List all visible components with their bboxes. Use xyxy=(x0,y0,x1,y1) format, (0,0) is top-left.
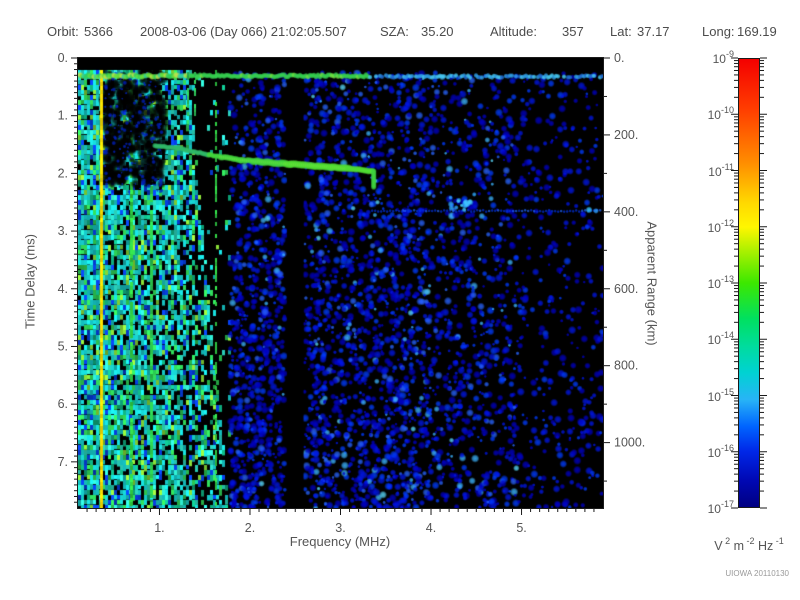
long-label: Long: xyxy=(702,24,735,39)
colorbar-tick-label: 10-14 xyxy=(707,330,734,348)
y2-axis-tick-label: 400. xyxy=(614,205,638,219)
y-axis-tick-label: 6. xyxy=(58,397,68,411)
sza-label: SZA: xyxy=(380,24,409,39)
sza-value: 35.20 xyxy=(421,24,454,39)
datetime-value: 2008-03-06 (Day 066) 21:02:05.507 xyxy=(140,24,347,39)
y2-axis-tick-label: 800. xyxy=(614,359,638,373)
spectrogram-canvas xyxy=(78,58,603,508)
y2-axis-tick-label: 600. xyxy=(614,282,638,296)
lat-label: Lat: xyxy=(610,24,632,39)
y2-axis-tick-label: 1000. xyxy=(614,436,645,450)
colorbar-tick-label: 10-11 xyxy=(708,161,734,179)
long-value: 169.19 xyxy=(737,24,777,39)
x-axis-title: Frequency (MHz) xyxy=(289,534,391,549)
x-axis-tick-label: 3. xyxy=(335,521,345,535)
orbit-value: 5366 xyxy=(84,24,113,39)
x-axis-tick-label: 5. xyxy=(516,521,526,535)
y2-axis-tick-label: 0. xyxy=(614,51,624,65)
colorbar-tick-label: 10-17 xyxy=(707,499,734,516)
altitude-label: Altitude: xyxy=(490,24,537,39)
colorbar xyxy=(738,58,760,508)
colorbar-tick-label: 10-13 xyxy=(707,274,734,291)
colorbar-tick-label: 10-15 xyxy=(707,386,734,404)
orbit-label: Orbit: xyxy=(47,24,79,39)
y-axis-tick-label: 0. xyxy=(58,51,68,65)
y-axis-tick-label: 5. xyxy=(58,339,68,353)
x-axis-tick-label: 4. xyxy=(426,521,436,535)
y2-axis-tick-label: 200. xyxy=(614,128,638,142)
colorbar-tick-label: 10-10 xyxy=(707,105,734,123)
watermark: UIOWA 20110130 xyxy=(725,569,789,578)
y-axis-tick-label: 7. xyxy=(58,455,68,469)
altitude-value: 357 xyxy=(562,24,584,39)
y-axis-tick-label: 4. xyxy=(58,282,68,296)
y-axis-title: Time Delay (ms) xyxy=(22,234,38,329)
colorbar-tick-label: 10-12 xyxy=(707,217,734,235)
x-axis-tick-label: 2. xyxy=(245,521,255,535)
colorbar-unit-label: V 2 m -2 Hz -1 xyxy=(714,536,784,554)
colorbar-tick-label: 10-16 xyxy=(707,442,734,460)
y-axis-tick-label: 2. xyxy=(58,166,68,180)
y2-axis-title: Apparent Range (km) xyxy=(644,221,660,346)
y-axis-tick-label: 3. xyxy=(58,224,68,238)
y-axis-tick-label: 1. xyxy=(58,109,68,123)
colorbar-tick-label: 10-9 xyxy=(712,49,734,66)
lat-value: 37.17 xyxy=(637,24,670,39)
x-axis-tick-label: 1. xyxy=(154,521,164,535)
